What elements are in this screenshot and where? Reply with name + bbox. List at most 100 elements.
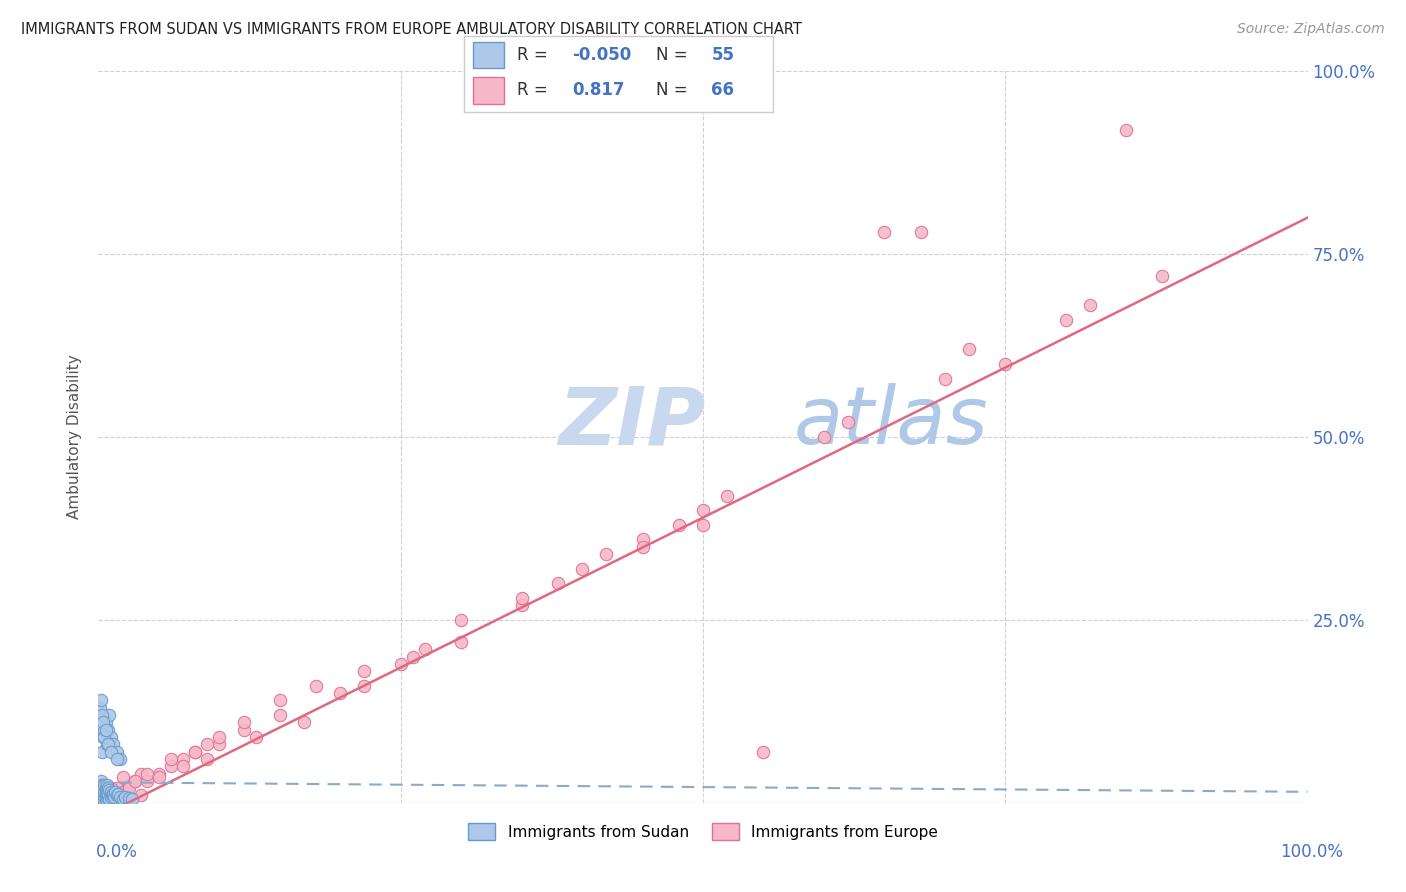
Point xyxy=(547,576,569,591)
Point xyxy=(910,225,932,239)
Point xyxy=(121,792,143,806)
Bar xyxy=(474,78,505,104)
Point xyxy=(269,693,291,707)
Point xyxy=(90,789,112,803)
Point xyxy=(91,730,114,744)
Point xyxy=(96,789,118,804)
Point xyxy=(91,745,114,759)
Point xyxy=(97,781,120,796)
Point xyxy=(172,752,194,766)
Point xyxy=(90,693,112,707)
Point xyxy=(160,759,183,773)
Point xyxy=(105,781,128,796)
Point xyxy=(510,599,533,613)
Legend: Immigrants from Sudan, Immigrants from Europe: Immigrants from Sudan, Immigrants from E… xyxy=(461,816,945,847)
Point xyxy=(105,789,128,803)
Text: ZIP: ZIP xyxy=(558,384,706,461)
Text: 0.0%: 0.0% xyxy=(96,843,138,861)
Point xyxy=(129,789,152,803)
Point xyxy=(100,745,122,759)
Point xyxy=(402,649,425,664)
Point xyxy=(269,708,291,723)
Point xyxy=(124,773,146,788)
Point xyxy=(232,715,254,730)
Point xyxy=(1054,313,1077,327)
Point xyxy=(389,657,412,671)
Point xyxy=(91,792,114,806)
Point xyxy=(994,357,1017,371)
Point xyxy=(160,752,183,766)
Point xyxy=(98,792,121,806)
Point xyxy=(329,686,352,700)
Point xyxy=(93,789,115,804)
Point xyxy=(91,785,114,799)
Point xyxy=(97,789,120,803)
Point xyxy=(124,773,146,788)
Point xyxy=(94,792,117,806)
Text: 0.817: 0.817 xyxy=(572,81,624,99)
Point xyxy=(90,773,112,788)
Point xyxy=(91,715,114,730)
Point xyxy=(450,613,472,627)
Point xyxy=(93,723,115,737)
Point xyxy=(93,730,115,744)
Point xyxy=(97,723,120,737)
Point xyxy=(105,745,128,759)
Point xyxy=(93,789,115,803)
Point xyxy=(631,533,654,547)
Point xyxy=(100,789,122,803)
Text: IMMIGRANTS FROM SUDAN VS IMMIGRANTS FROM EUROPE AMBULATORY DISABILITY CORRELATIO: IMMIGRANTS FROM SUDAN VS IMMIGRANTS FROM… xyxy=(21,22,801,37)
Point xyxy=(97,737,120,751)
Point xyxy=(129,766,152,780)
Point xyxy=(94,787,117,801)
Point xyxy=(184,745,207,759)
Point xyxy=(135,773,157,788)
Point xyxy=(108,752,131,766)
Point xyxy=(93,778,115,792)
Point xyxy=(305,679,328,693)
Point xyxy=(195,752,218,766)
Point xyxy=(108,789,131,804)
Point xyxy=(692,517,714,532)
Point xyxy=(100,789,122,803)
Point xyxy=(111,770,134,784)
Point xyxy=(101,737,124,751)
Point xyxy=(111,785,134,799)
Text: Source: ZipAtlas.com: Source: ZipAtlas.com xyxy=(1237,22,1385,37)
Point xyxy=(94,781,117,796)
Point xyxy=(118,781,141,796)
Text: 100.0%: 100.0% xyxy=(1279,843,1343,861)
Point xyxy=(105,789,128,803)
Point xyxy=(101,787,124,801)
Point xyxy=(148,770,170,784)
Text: -0.050: -0.050 xyxy=(572,45,631,63)
Point xyxy=(413,642,436,657)
Point xyxy=(668,517,690,532)
Point xyxy=(91,708,114,723)
Point xyxy=(104,785,127,799)
Point xyxy=(98,782,121,797)
Point xyxy=(1078,298,1101,312)
Point xyxy=(148,766,170,780)
Point xyxy=(118,778,141,792)
Point xyxy=(353,679,375,693)
Point xyxy=(1115,123,1137,137)
Point xyxy=(631,540,654,554)
Point xyxy=(752,745,775,759)
Point xyxy=(111,792,134,806)
Point xyxy=(96,778,118,792)
Point xyxy=(118,791,141,805)
Text: R =: R = xyxy=(516,81,547,99)
Point xyxy=(957,343,980,357)
Text: atlas: atlas xyxy=(793,384,988,461)
Point xyxy=(100,781,122,796)
Text: R =: R = xyxy=(516,45,547,63)
Point xyxy=(91,778,114,792)
Point xyxy=(837,416,859,430)
Point xyxy=(91,781,114,796)
Point xyxy=(100,730,122,744)
Point xyxy=(91,789,114,803)
Point xyxy=(89,700,111,714)
Point xyxy=(934,371,956,385)
Point xyxy=(89,781,111,796)
